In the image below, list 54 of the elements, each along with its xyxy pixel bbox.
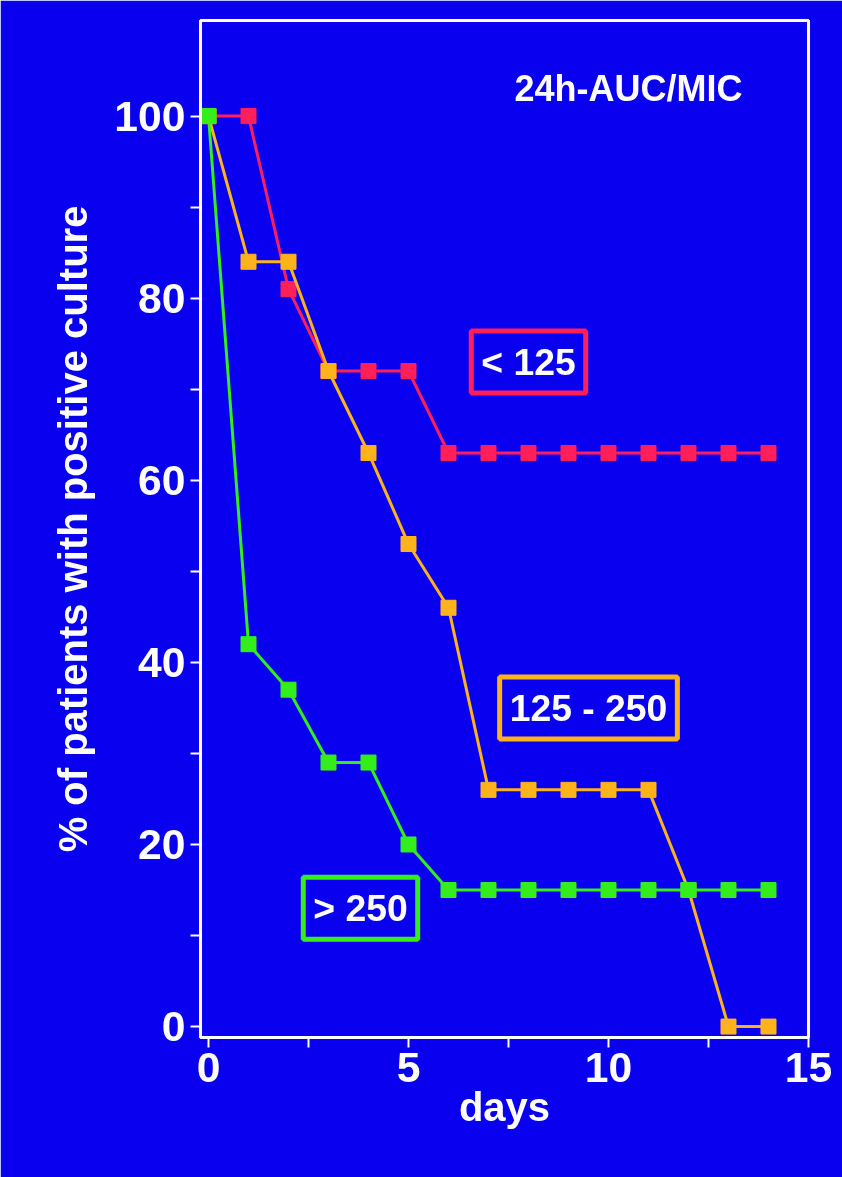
series-label: < 125: [481, 340, 576, 383]
point: [480, 781, 497, 798]
point: [440, 599, 457, 616]
point: [400, 536, 417, 553]
x-tick-label: 10: [584, 1042, 633, 1091]
point: [360, 363, 377, 380]
x-axis-title: days: [458, 1084, 551, 1129]
legend-title: 24h-AUC/MIC: [514, 68, 743, 110]
point: [480, 444, 497, 461]
point: [360, 754, 377, 771]
y-tick-label: 0: [161, 1002, 186, 1051]
y-tick-label: 20: [138, 819, 186, 868]
y-tick-label: 40: [138, 637, 186, 686]
point: [280, 281, 297, 298]
point: [400, 363, 417, 380]
point: [280, 253, 297, 270]
point: [680, 444, 697, 461]
x-tick-label: 0: [196, 1042, 221, 1091]
point: [240, 636, 257, 653]
y-tick-label: 100: [114, 91, 186, 140]
series-label: > 250: [313, 887, 408, 930]
point: [360, 444, 377, 461]
point: [240, 253, 257, 270]
point: [480, 882, 497, 898]
point: [600, 444, 617, 461]
point: [520, 882, 537, 898]
point: [440, 882, 457, 898]
point: [560, 781, 577, 798]
point: [720, 882, 737, 898]
y-axis-title: % of patients with positive culture: [51, 205, 96, 853]
point: [400, 836, 417, 853]
point: [560, 444, 577, 461]
point: [720, 444, 737, 461]
point: [760, 1018, 777, 1035]
series-label: 125 - 250: [509, 686, 668, 729]
point: [600, 781, 617, 798]
point: [560, 882, 577, 898]
y-tick-label: 80: [138, 273, 186, 322]
point: [240, 108, 257, 125]
point: [640, 444, 657, 461]
point: [720, 1018, 737, 1035]
x-tick-label: 5: [396, 1042, 421, 1091]
point: [280, 681, 297, 698]
point: [440, 444, 457, 461]
point: [640, 781, 657, 798]
x-tick-label: 15: [784, 1042, 833, 1091]
point: [320, 754, 337, 771]
point: [520, 781, 537, 798]
point: [760, 444, 777, 461]
point: [520, 444, 537, 461]
point: [640, 882, 657, 898]
point: [760, 882, 777, 898]
y-tick-label: 60: [138, 455, 186, 504]
point: [600, 882, 617, 898]
